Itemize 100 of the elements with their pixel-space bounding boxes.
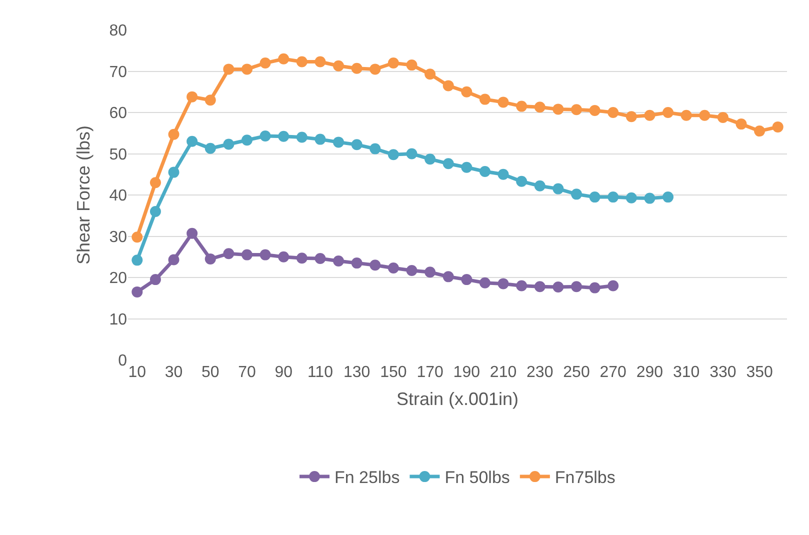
point xyxy=(296,132,308,143)
y-tick-label: 10 xyxy=(109,311,128,328)
point xyxy=(260,130,271,142)
point xyxy=(736,118,747,130)
point xyxy=(608,107,619,118)
point xyxy=(534,180,546,192)
point xyxy=(516,100,528,112)
point xyxy=(717,112,728,123)
point xyxy=(589,104,600,116)
point xyxy=(534,281,546,292)
y-axis-title: Shear Force (lbs) xyxy=(73,125,94,265)
point xyxy=(351,258,362,269)
x-axis-title: Strain (x.001in) xyxy=(396,389,519,410)
point xyxy=(388,58,399,68)
point xyxy=(498,96,509,108)
y-tick-label: 20 xyxy=(109,270,128,288)
point xyxy=(442,271,454,282)
point xyxy=(589,282,600,294)
y-tick-label: 40 xyxy=(109,188,128,205)
point xyxy=(168,128,180,140)
point xyxy=(132,286,143,298)
point xyxy=(570,281,582,292)
point xyxy=(333,256,344,266)
point xyxy=(204,94,216,106)
point xyxy=(516,280,528,292)
point xyxy=(608,280,619,292)
point xyxy=(680,110,692,121)
point xyxy=(461,162,472,173)
point xyxy=(608,192,619,203)
point xyxy=(260,249,271,260)
point xyxy=(241,249,252,260)
x-tick-label: 210 xyxy=(490,364,517,381)
point xyxy=(314,134,326,145)
point xyxy=(296,252,308,264)
x-tick-label: 110 xyxy=(307,364,334,381)
x-tick-label: 250 xyxy=(563,364,590,381)
x-tick-label: 290 xyxy=(636,364,664,381)
point xyxy=(424,154,436,165)
point xyxy=(150,177,161,188)
x-tick-label: 70 xyxy=(238,364,256,381)
point xyxy=(644,110,656,121)
x-tick-label: 310 xyxy=(672,364,700,381)
x-tick-label: 130 xyxy=(343,364,370,381)
y-tick-label: 70 xyxy=(109,64,128,81)
point xyxy=(424,266,436,278)
y-tick-label: 0 xyxy=(118,352,128,370)
point xyxy=(314,56,326,68)
point xyxy=(626,192,637,204)
x-tick-label: 190 xyxy=(453,364,480,381)
point xyxy=(442,80,454,92)
point xyxy=(461,274,472,286)
y-tick-label: 50 xyxy=(109,146,128,164)
point xyxy=(552,281,564,292)
x-tick-label: 90 xyxy=(274,364,293,381)
point xyxy=(699,110,710,121)
point xyxy=(570,188,582,200)
point xyxy=(370,260,381,271)
point xyxy=(662,107,674,118)
point xyxy=(204,142,216,154)
point xyxy=(406,148,418,160)
point xyxy=(552,104,564,115)
legend-label: Fn 25lbs xyxy=(334,468,400,488)
point xyxy=(241,64,252,75)
point xyxy=(132,232,143,243)
x-tick-label: 170 xyxy=(416,364,444,381)
point xyxy=(498,168,509,180)
legend-label: Fn 50lbs xyxy=(444,468,510,488)
point xyxy=(754,126,766,137)
point xyxy=(370,143,381,154)
point xyxy=(168,254,180,266)
point xyxy=(296,56,308,68)
x-tick-label: 50 xyxy=(201,364,220,381)
point xyxy=(370,64,381,75)
point xyxy=(186,228,198,239)
point xyxy=(223,248,234,260)
point xyxy=(479,277,490,288)
point xyxy=(278,53,290,64)
x-tick-label: 350 xyxy=(746,364,773,381)
point xyxy=(168,166,180,178)
point xyxy=(552,183,564,194)
point xyxy=(314,253,326,264)
point xyxy=(644,192,656,204)
point xyxy=(589,192,600,203)
point xyxy=(424,68,436,80)
point xyxy=(406,60,418,71)
point xyxy=(662,192,674,203)
point xyxy=(461,86,472,98)
point xyxy=(260,58,271,68)
point xyxy=(570,104,582,116)
point xyxy=(241,134,252,146)
point xyxy=(442,158,454,170)
point xyxy=(204,253,216,264)
x-tick-label: 150 xyxy=(380,364,407,381)
x-tick-label: 330 xyxy=(710,364,736,381)
point xyxy=(406,264,418,276)
point xyxy=(351,139,362,150)
point xyxy=(772,121,784,132)
point xyxy=(388,262,399,274)
point xyxy=(534,102,546,113)
point xyxy=(223,64,234,75)
